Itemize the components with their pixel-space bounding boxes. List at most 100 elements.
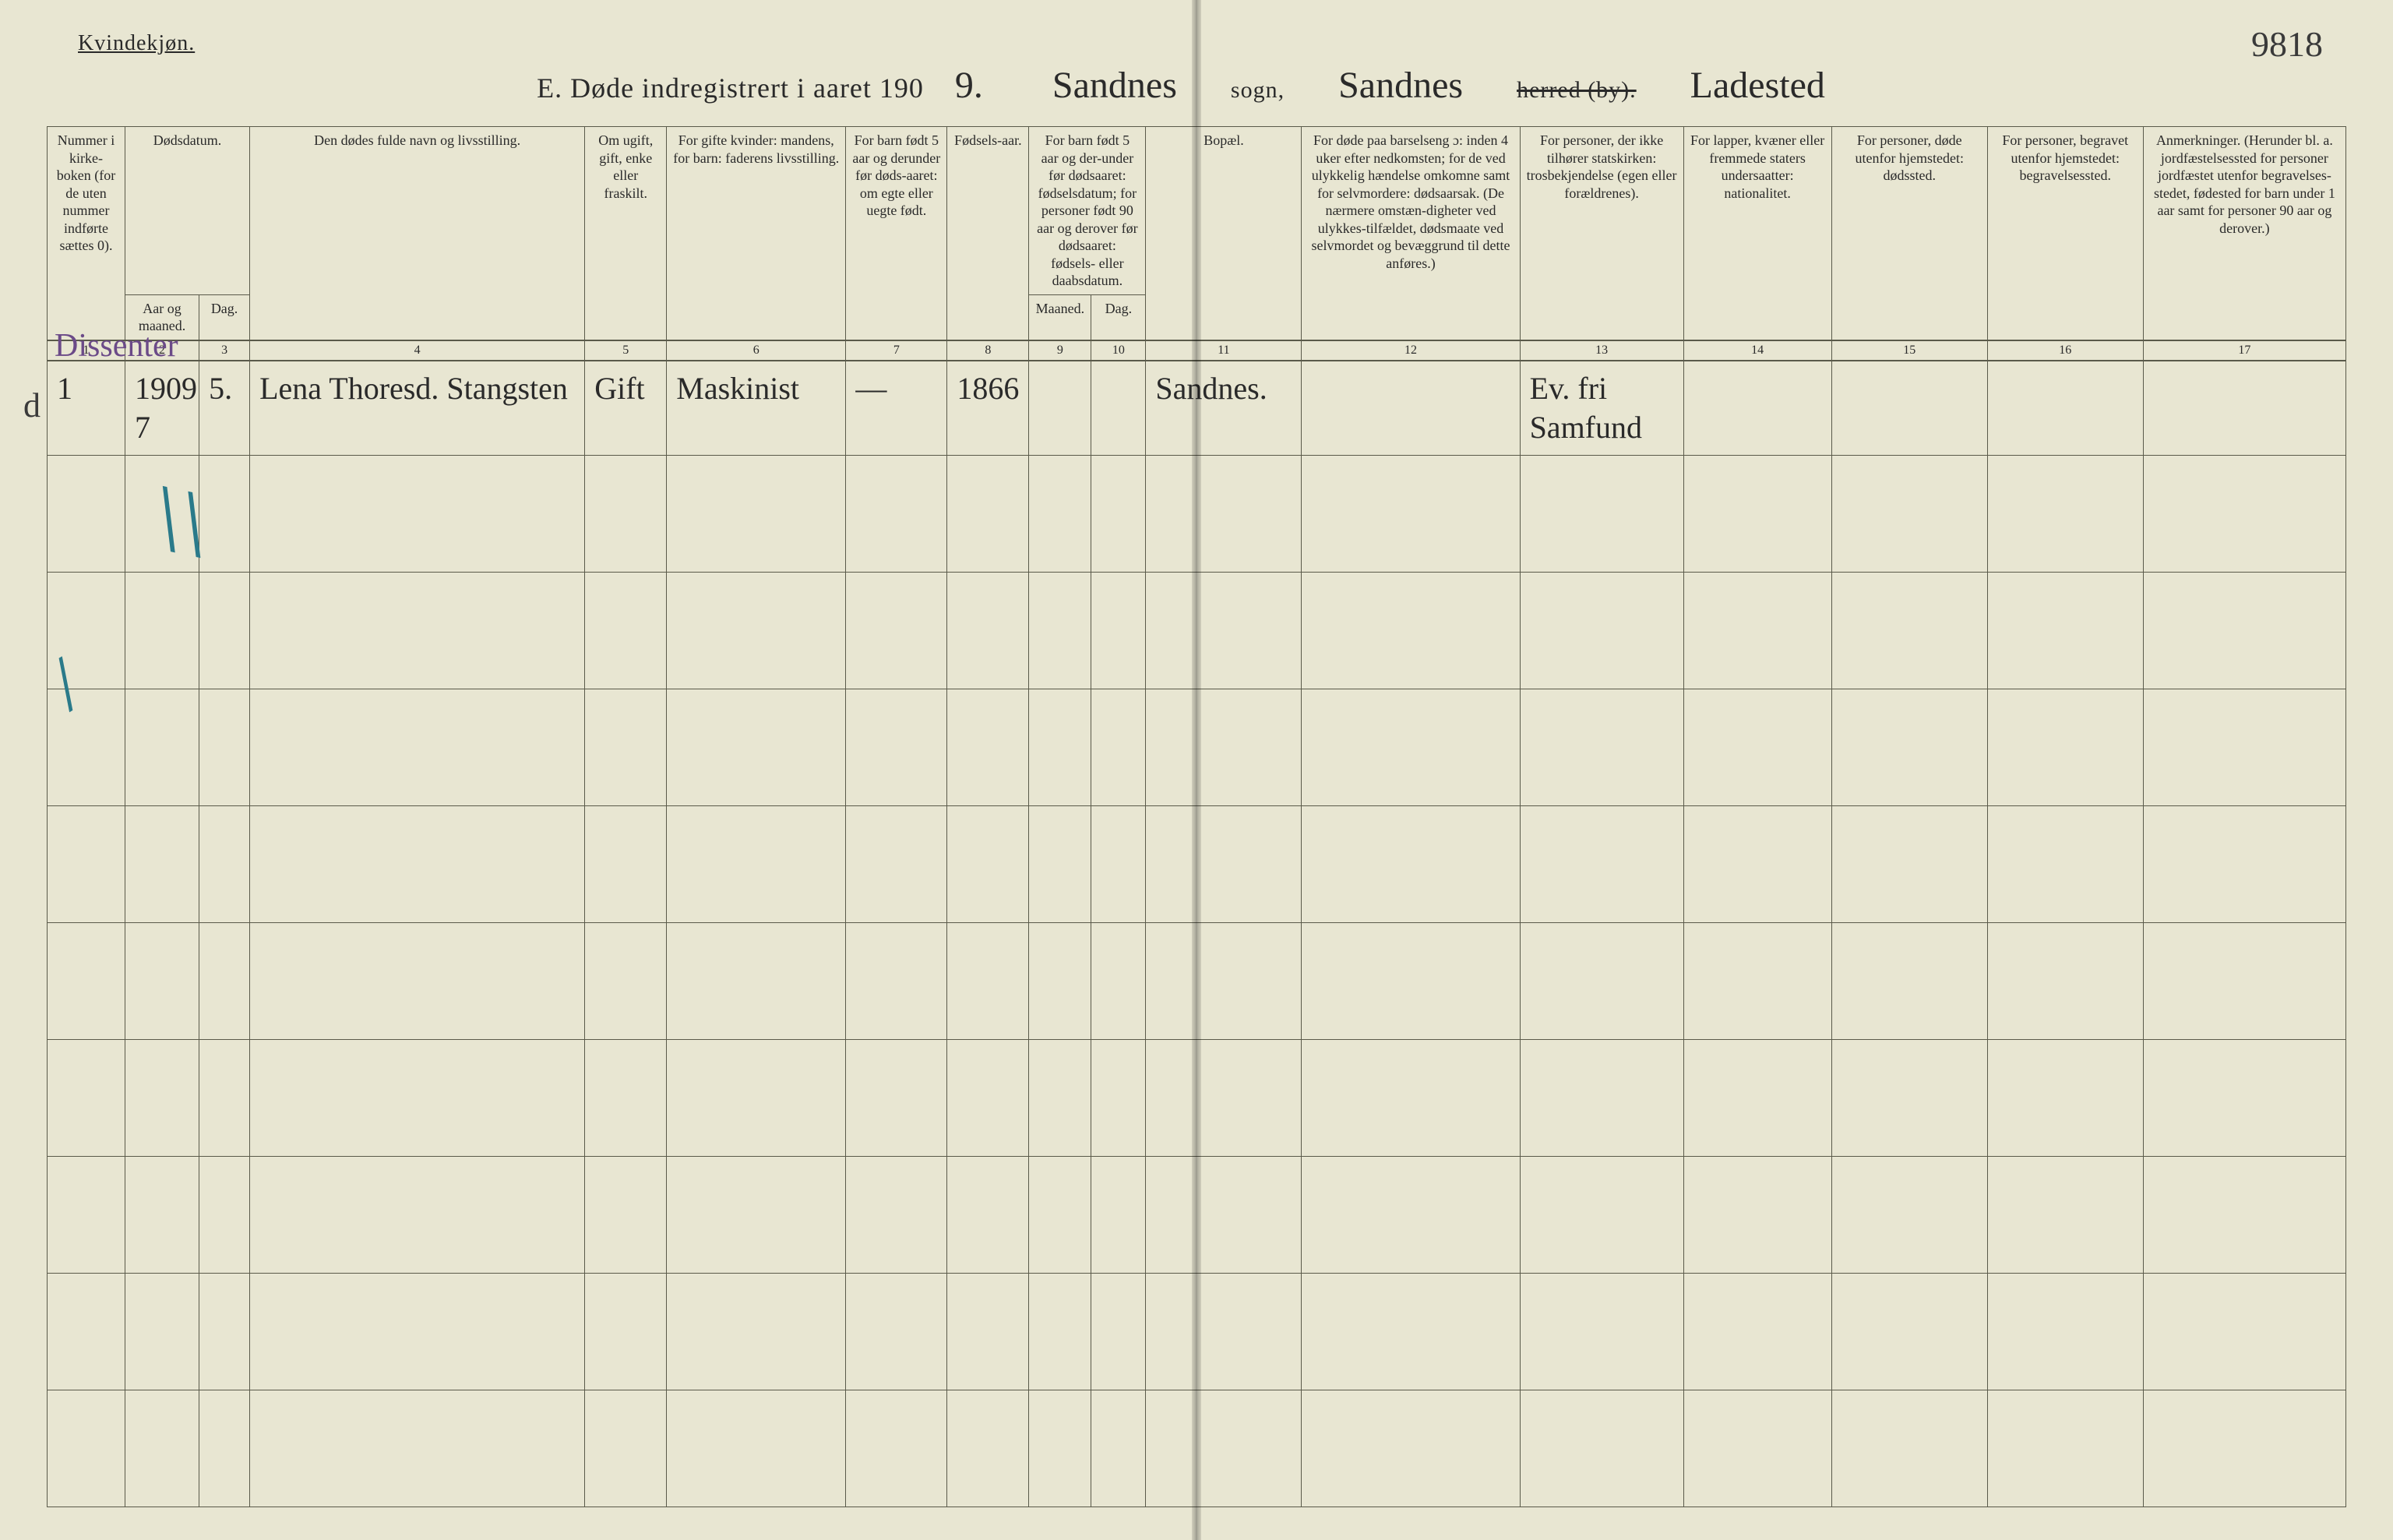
cell-blank	[48, 1390, 125, 1507]
cell-blank	[1146, 455, 1302, 572]
cell-blank	[1831, 572, 1987, 689]
cell-blank	[1987, 689, 2143, 805]
table-row	[48, 805, 2346, 922]
cell-blank	[1091, 572, 1146, 689]
cell-blank	[1987, 922, 2143, 1039]
column-number: 10	[1091, 340, 1146, 361]
column-number: 13	[1520, 340, 1683, 361]
cell-blank	[199, 805, 250, 922]
gender-label: Kvindekjøn.	[78, 31, 2346, 56]
margin-d-annotation: d	[23, 386, 41, 425]
column-number: 7	[846, 340, 947, 361]
cell-name: Lena Thoresd. Stangsten	[250, 361, 585, 456]
cell-blank	[48, 805, 125, 922]
column-number: 11	[1146, 340, 1302, 361]
sogn-label: sogn,	[1215, 77, 1300, 103]
table-row	[48, 455, 2346, 572]
column-number: 4	[250, 340, 585, 361]
cell-blank	[199, 1390, 250, 1507]
cell-blank	[2143, 1390, 2345, 1507]
cell-blank	[846, 572, 947, 689]
cell-blank	[125, 1039, 199, 1156]
cell-blank	[1146, 922, 1302, 1039]
cell-blank	[48, 455, 125, 572]
cell-blank	[1146, 1156, 1302, 1273]
cell-blank	[1091, 922, 1146, 1039]
cell-blank	[1831, 1273, 1987, 1390]
cell-blank	[1520, 1156, 1683, 1273]
cell-blank	[667, 1156, 846, 1273]
cell-blank	[947, 1156, 1029, 1273]
cell-blank	[846, 455, 947, 572]
cell-blank	[125, 1390, 199, 1507]
col-1-header: Nummer i kirke-boken (for de uten nummer…	[48, 127, 125, 340]
column-number: 9	[1029, 340, 1091, 361]
cell-spouse: Maskinist	[667, 361, 846, 456]
cell-blank	[846, 1156, 947, 1273]
cell-blank	[250, 1273, 585, 1390]
herred-name: Sandnes	[1307, 64, 1494, 107]
cell-blank	[1683, 455, 1831, 572]
col-9-header: Maaned.	[1029, 294, 1091, 340]
cell-blank	[1831, 455, 1987, 572]
title-prefix: E. Døde indregistrert i aaret 190	[537, 72, 924, 104]
cell-blank	[585, 1156, 667, 1273]
table-row	[48, 1390, 2346, 1507]
cell-blank	[1831, 1039, 1987, 1156]
cell-blank	[1146, 1273, 1302, 1390]
cell-blank	[1831, 805, 1987, 922]
cell-blank	[250, 1156, 585, 1273]
cell-blank	[250, 572, 585, 689]
cell-blank	[1091, 455, 1146, 572]
column-number: 8	[947, 340, 1029, 361]
cell-blank	[250, 689, 585, 805]
dissenter-annotation: Dissenter	[55, 327, 178, 365]
cell-blank	[1302, 1390, 1520, 1507]
cell-blank	[1683, 572, 1831, 689]
col-11-header: Bopæl.	[1146, 127, 1302, 340]
cell-tros: Ev. fri Samfund	[1520, 361, 1683, 456]
cell-blank	[947, 1273, 1029, 1390]
cell-blank	[1987, 455, 2143, 572]
table-row	[48, 1273, 2346, 1390]
cell-blank	[1146, 1390, 1302, 1507]
cell-blank	[48, 689, 125, 805]
cell-blank	[1831, 1156, 1987, 1273]
table-row	[48, 922, 2346, 1039]
cell-blank	[846, 922, 947, 1039]
cell-blank	[667, 572, 846, 689]
cell-blank	[1683, 1390, 1831, 1507]
cell-blank	[947, 572, 1029, 689]
col-2-3-group: Dødsdatum.	[125, 127, 250, 295]
cell-blank	[947, 922, 1029, 1039]
cell-bopael: Sandnes.	[1146, 361, 1302, 456]
cell-blank	[1302, 689, 1520, 805]
cell-blank	[48, 1273, 125, 1390]
cell-blank	[1146, 689, 1302, 805]
table-row	[48, 1156, 2346, 1273]
cell-blank	[2143, 572, 2345, 689]
cell-blank	[1302, 1273, 1520, 1390]
cell-blank	[667, 689, 846, 805]
cell-blank	[1683, 1273, 1831, 1390]
cell-blank	[585, 689, 667, 805]
cell-blank	[125, 455, 199, 572]
col-2b-header: Dag.	[199, 294, 250, 340]
cell-blank	[1029, 1273, 1091, 1390]
cell-aar: 1909 7	[125, 361, 199, 456]
cell-blank	[585, 1273, 667, 1390]
cell-blank	[667, 455, 846, 572]
cell-blank	[667, 805, 846, 922]
cell-blank	[1091, 1039, 1146, 1156]
cell-egte: —	[846, 361, 947, 456]
cell-birthyear: 1866	[947, 361, 1029, 456]
cell-blank	[585, 1390, 667, 1507]
column-number: 12	[1302, 340, 1520, 361]
ledger-table: Nummer i kirke-boken (for de uten nummer…	[47, 126, 2346, 1507]
cell-blank	[1683, 922, 1831, 1039]
cell-blank	[1146, 1039, 1302, 1156]
cell-blank	[250, 455, 585, 572]
cell-blank	[1029, 805, 1091, 922]
cell-bd	[1091, 361, 1146, 456]
cell-blank	[947, 455, 1029, 572]
